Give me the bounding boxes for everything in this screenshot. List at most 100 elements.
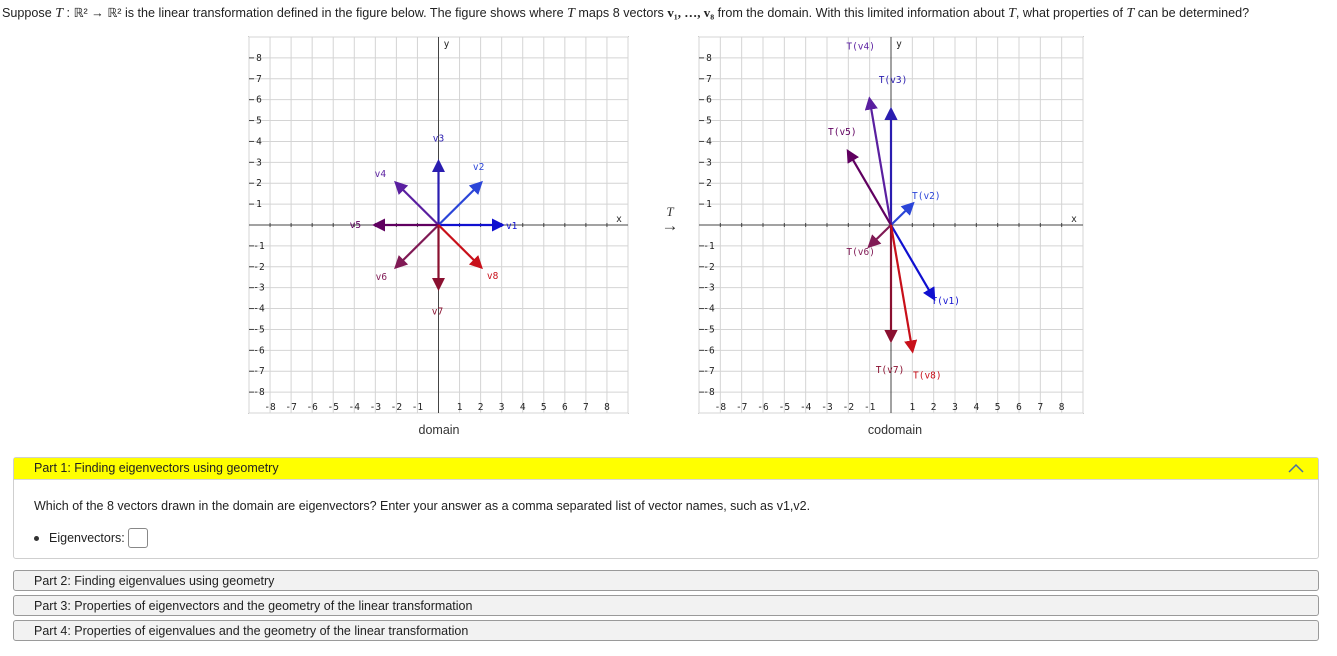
vector-label: T(v3) (879, 75, 908, 86)
vector-tv4 (864, 96, 893, 226)
y-tick-label: -8 (253, 387, 265, 398)
part2-panel[interactable]: Part 2: Finding eigenvalues using geomet… (13, 570, 1319, 591)
x-tick-label: 6 (1016, 402, 1022, 413)
x-tick-label: 4 (973, 402, 979, 413)
part2-title: Part 2: Finding eigenvalues using geomet… (34, 574, 275, 588)
eigenvectors-row: Eigenvectors: (34, 528, 148, 548)
y-tick-label: 6 (706, 95, 712, 106)
part4-panel[interactable]: Part 4: Properties of eigenvalues and th… (13, 620, 1319, 641)
y-tick-label: 5 (706, 116, 712, 127)
x-tick-label: -2 (391, 402, 402, 413)
x-tick-label: -4 (349, 402, 361, 413)
question-t-symbol: T (1126, 6, 1135, 21)
x-tick-label: -1 (864, 402, 876, 413)
y-tick-label: 7 (706, 74, 712, 85)
vector-v8 (437, 224, 483, 270)
x-tick-label: 2 (478, 402, 484, 413)
transform-label: T (666, 204, 674, 219)
vector-label: T(v6) (846, 247, 875, 258)
question-text: Suppose T : ℝ² → ℝ² is the linear transf… (2, 5, 1335, 22)
y-tick-label: 2 (256, 178, 262, 189)
y-tick-label: -6 (703, 345, 715, 356)
question-t-symbol: T (1008, 6, 1016, 21)
y-axis-label: y (896, 39, 902, 50)
vector-tv2 (890, 201, 915, 226)
codomain-graph: -8-8 -7 -7 -6 -6 -5 -5 -4 -4 -3 -3 -2 -2 -1 -1 1 1 2 2 3 3 4 4… (698, 36, 1084, 414)
vector-tv1 (890, 224, 936, 301)
vector-v6 (394, 224, 440, 270)
domain-caption: domain (418, 423, 460, 437)
part1-header[interactable]: Part 1: Finding eigenvectors using geome… (14, 458, 1318, 480)
question-part: Suppose (2, 6, 56, 20)
x-tick-label: -5 (327, 402, 338, 413)
x-tick-label: 2 (931, 402, 937, 413)
part3-panel[interactable]: Part 3: Properties of eigenvectors and t… (13, 595, 1319, 616)
domain-graph: -8 -8 -7 -7 -6 -6 -5 -5 -4 -4 -3 -3 -2 -2 -1 -1 1 1 2 2 3 3 4 4… (248, 36, 629, 414)
right-arrow-icon: → (661, 216, 679, 235)
vector-label: v4 (375, 169, 387, 180)
x-tick-label: 7 (583, 402, 589, 413)
y-tick-label: -2 (703, 262, 714, 273)
vector-v2 (437, 180, 483, 226)
y-tick-label: -1 (253, 241, 265, 252)
x-tick-label: -6 (757, 402, 769, 413)
y-tick-label: 3 (706, 157, 712, 168)
part3-title: Part 3: Properties of eigenvectors and t… (34, 599, 473, 613)
vector-label: T(v4) (846, 42, 875, 53)
codomain-caption: codomain (867, 423, 923, 437)
y-tick-label: 1 (256, 199, 262, 210)
x-tick-label: 3 (499, 402, 505, 413)
vector-label: v3 (433, 133, 444, 144)
chevron-up-icon[interactable] (1288, 463, 1304, 473)
x-tick-label: 6 (562, 402, 568, 413)
question-vectors: v₁, …, v₈ (667, 5, 715, 20)
vector-label: T(v7) (876, 365, 905, 376)
vector-label: v5 (350, 220, 361, 231)
y-tick-label: -2 (253, 262, 264, 273)
part1-panel: Part 1: Finding eigenvectors using geome… (13, 457, 1319, 559)
x-tick-label: -8 (715, 402, 727, 413)
y-tick-label: -4 (703, 304, 715, 315)
y-tick-label: 2 (706, 178, 712, 189)
vector-label: v1 (506, 221, 518, 232)
question-part: maps 8 vectors (574, 6, 668, 20)
y-tick-label: -5 (253, 324, 264, 335)
vector-label: v2 (473, 162, 484, 173)
part1-prompt: Which of the 8 vectors drawn in the doma… (34, 499, 811, 513)
y-tick-label: -5 (703, 324, 714, 335)
question-t-symbol: T (567, 6, 575, 21)
x-tick-label: -6 (306, 402, 318, 413)
x-tick-label: 5 (995, 402, 1001, 413)
part4-title: Part 4: Properties of eigenvalues and th… (34, 624, 469, 638)
vector-tv5 (846, 149, 892, 226)
x-tick-label: -3 (821, 402, 832, 413)
x-tick-label: 1 (457, 402, 463, 413)
question-t-symbol: T (55, 6, 64, 21)
vector-tv6 (867, 224, 892, 249)
eigenvectors-input[interactable] (127, 528, 148, 548)
vector-label: T(v5) (828, 127, 857, 138)
x-tick-label: 5 (541, 402, 547, 413)
y-tick-label: -3 (703, 283, 714, 294)
x-tick-label: 8 (604, 402, 610, 413)
vector-v4 (394, 180, 440, 226)
y-tick-label: 8 (706, 53, 712, 64)
x-tick-label: -2 (843, 402, 854, 413)
question-part: : ℝ² → ℝ² is the linear transformation d… (63, 6, 568, 20)
bullet-icon (34, 535, 39, 541)
x-axis-label: x (1071, 214, 1077, 225)
x-tick-label: -3 (370, 402, 381, 413)
x-tick-label: 4 (520, 402, 526, 413)
vector-tv8 (889, 224, 918, 354)
y-tick-label: -6 (253, 345, 265, 356)
x-tick-label: -5 (779, 402, 790, 413)
question-part: from the domain. With this limited infor… (714, 6, 1009, 20)
vector-label: T(v1) (931, 296, 960, 307)
x-tick-label: 7 (1037, 402, 1043, 413)
x-tick-label: -8 (264, 402, 276, 413)
vector-label: T(v2) (912, 191, 941, 202)
x-tick-label: -7 (285, 402, 296, 413)
y-tick-label: 6 (256, 95, 262, 106)
y-tick-label: -7 (703, 366, 714, 377)
eigenvectors-label: Eigenvectors: (49, 531, 125, 545)
